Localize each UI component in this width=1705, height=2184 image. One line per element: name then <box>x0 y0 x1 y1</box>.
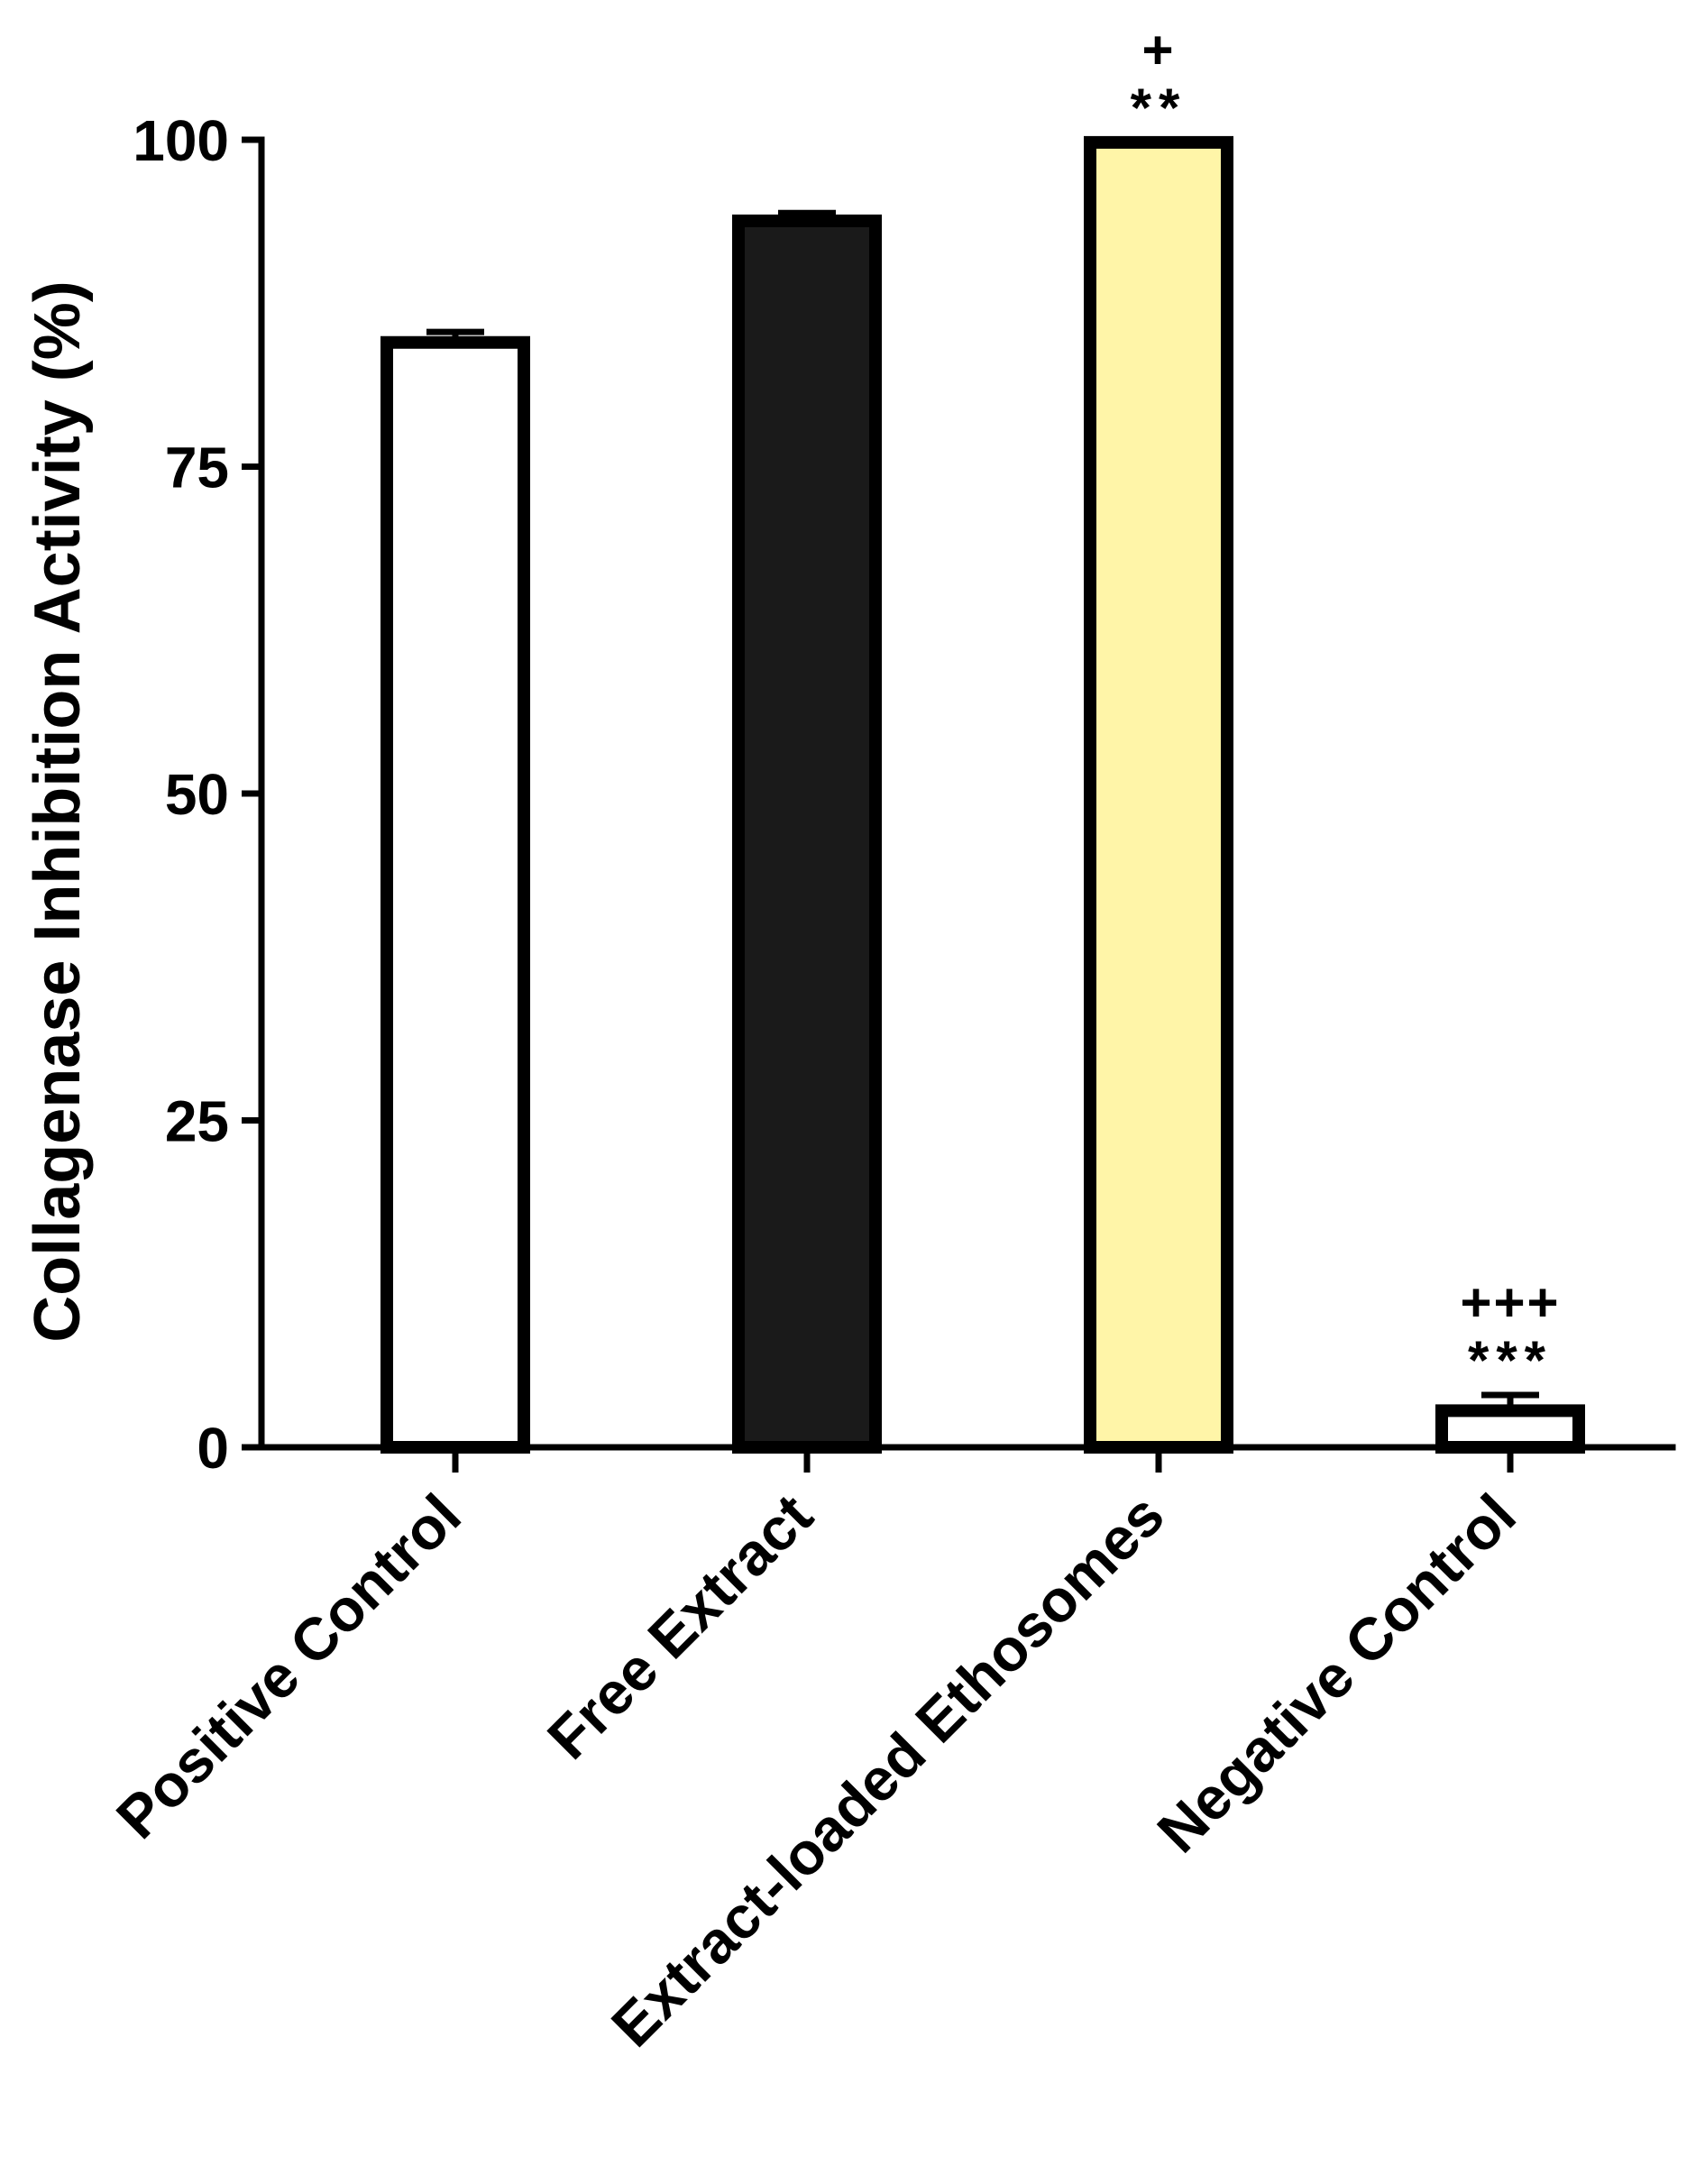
y-tick-label: 75 <box>165 436 229 500</box>
x-tick-label: Free Extract <box>535 1482 825 1772</box>
y-axis-label-group: Collagenase Inhibition Activity (%) <box>22 280 94 1342</box>
significance-label: +++ <box>1460 1272 1560 1333</box>
y-tick-label: 50 <box>165 762 229 827</box>
significance-label: *** <box>1468 1330 1553 1390</box>
bars <box>380 135 1585 1454</box>
bar <box>1435 1404 1585 1454</box>
y-axis-ticks: 0 25 50 75 100 <box>133 108 261 1481</box>
error-bars <box>426 209 1539 1411</box>
significance-label: + <box>1141 20 1175 80</box>
bar <box>732 214 882 1454</box>
y-tick-label: 0 <box>197 1416 229 1481</box>
bar <box>380 335 530 1454</box>
significance-annotations: **+ ***+++ <box>1131 20 1560 1390</box>
y-tick-label: 100 <box>133 108 229 173</box>
x-tick-label: Negative Control <box>1144 1482 1528 1866</box>
x-tick-label: Positive Control <box>104 1482 473 1851</box>
x-axis-ticks <box>452 1447 1514 1473</box>
significance-label: ** <box>1131 78 1187 138</box>
y-tick-label: 25 <box>165 1089 229 1154</box>
bar <box>1084 135 1233 1454</box>
x-axis-labels: Positive Control Free ExtractExtract-load… <box>104 1482 1528 2060</box>
y-axis-label: Collagenase Inhibition Activity (%) <box>22 280 94 1342</box>
x-tick-label: Extract-loaded Ethosomes <box>599 1482 1177 2060</box>
axes <box>258 136 1676 1451</box>
